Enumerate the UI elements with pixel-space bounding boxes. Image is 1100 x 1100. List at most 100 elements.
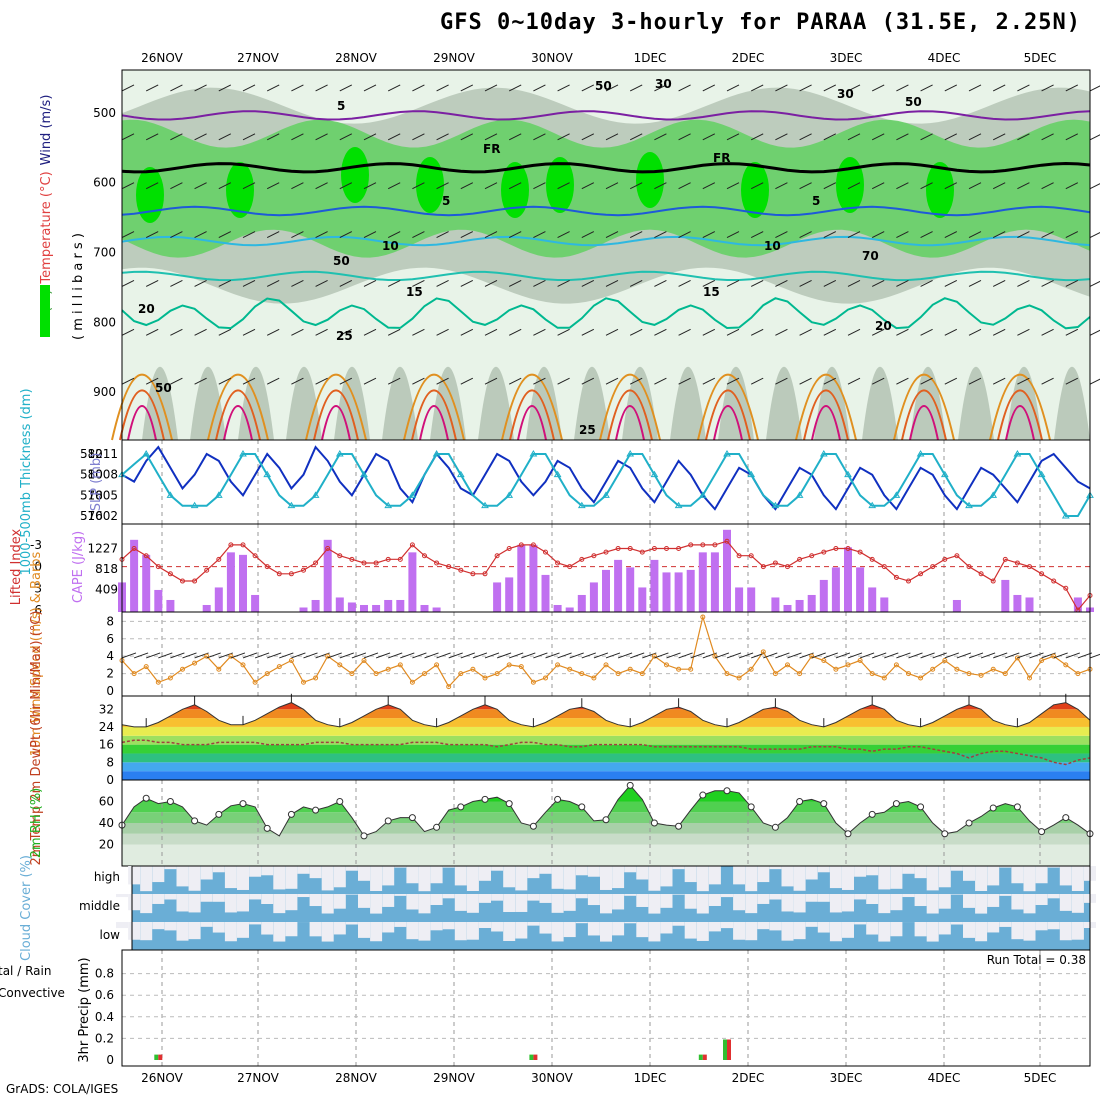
cloud-gap <box>1047 894 1060 899</box>
wind-barb <box>847 231 861 238</box>
precip-total-bar <box>529 1054 534 1060</box>
rh-marker <box>1038 828 1046 836</box>
contour-label: 50 <box>333 254 350 268</box>
wind-barb <box>508 182 522 190</box>
cloud-gap <box>636 866 649 880</box>
warm-isotherm-loop <box>811 405 841 441</box>
li-marker <box>651 545 657 551</box>
wind-barb <box>170 652 185 659</box>
wind-marker <box>809 653 815 659</box>
wind-marker <box>397 662 403 668</box>
cloud-gap <box>769 922 782 931</box>
thickness-marker <box>432 450 441 457</box>
wind-barb <box>1089 134 1100 141</box>
wind-barb <box>436 231 449 238</box>
wind-barb <box>1041 133 1054 141</box>
wind-barb <box>387 133 401 141</box>
wind-barb <box>508 231 522 238</box>
wind-barb <box>944 133 958 141</box>
wind-barb <box>533 182 546 190</box>
wind-barb <box>750 279 764 287</box>
li-marker <box>881 564 887 570</box>
cloud-gap <box>212 922 225 933</box>
wind-barb <box>387 328 401 336</box>
cloud-gap <box>696 922 709 941</box>
cloud-gap <box>926 866 939 891</box>
warm-isotherm-loop <box>223 405 253 441</box>
wind-barb <box>194 377 207 385</box>
wind-marker <box>651 653 657 659</box>
precip-frame <box>121 949 1091 1067</box>
cloud-gap <box>1011 922 1024 940</box>
li-marker <box>1002 556 1008 562</box>
wind-barb <box>968 328 982 336</box>
slp-tick-label: 1008 <box>87 468 118 482</box>
precip-tick-label: 0.8 <box>95 967 114 981</box>
wind-barb <box>242 279 256 287</box>
temp-color-band <box>122 753 1090 763</box>
wind-barb <box>484 377 498 385</box>
date-label-top: 29NOV <box>433 51 475 65</box>
wind-marker <box>167 675 173 681</box>
cape-bar <box>1025 597 1034 612</box>
cape-bar <box>614 559 623 612</box>
cape-bar <box>589 582 598 612</box>
cloud-gap <box>321 922 334 942</box>
wind-barb <box>835 652 851 659</box>
wind-barb <box>992 84 1006 92</box>
li-marker <box>361 560 367 566</box>
wind-marker <box>954 666 960 672</box>
cloud-gap <box>587 894 600 906</box>
temp-color-band <box>122 726 1090 736</box>
wind-barb <box>871 133 885 141</box>
cloud-gap <box>757 866 770 883</box>
cloud-gap <box>878 894 891 914</box>
wind-barb <box>678 279 691 287</box>
thickness-marker <box>287 501 296 509</box>
cloud-gap <box>466 866 479 892</box>
cloud-gap <box>866 922 879 935</box>
cloud-gap <box>370 866 383 892</box>
wind-barb <box>726 652 742 659</box>
wind-barb <box>992 182 1006 190</box>
wind-barb <box>339 133 353 141</box>
cloud-gap <box>430 922 443 931</box>
wind-barb <box>242 133 256 141</box>
li-marker <box>676 545 682 551</box>
cloud-gap <box>805 894 818 902</box>
wind-barb <box>242 231 256 238</box>
warm-isotherm-loop <box>901 389 947 441</box>
cloud-gap <box>454 866 467 886</box>
wind-barb <box>1041 652 1056 659</box>
wind-marker <box>325 653 331 659</box>
cloud-gap <box>285 894 298 911</box>
cloud-gap <box>890 866 903 889</box>
cape-bar <box>408 552 417 612</box>
cloud-gap <box>454 922 467 941</box>
li-marker <box>555 560 561 566</box>
wind-barb <box>170 279 183 287</box>
wind-barb <box>569 652 584 659</box>
cape-bar <box>795 599 804 612</box>
wind-barb <box>218 182 232 190</box>
cape-bar <box>602 569 610 612</box>
cloud-gap <box>999 922 1012 927</box>
rh-marker <box>239 800 247 808</box>
footer-credit: GrADS: COLA/IGES <box>6 1082 119 1096</box>
wind-barb <box>339 377 353 385</box>
warm-isotherm-loop <box>403 373 465 441</box>
li-marker <box>204 567 210 573</box>
wind-barb <box>557 231 570 238</box>
li-marker <box>494 553 500 559</box>
wind-marker <box>1027 675 1032 681</box>
cloud-gap <box>539 922 552 934</box>
wind-barb <box>1065 652 1080 659</box>
wind-marker <box>748 666 754 672</box>
wind-barb <box>702 231 716 238</box>
wind-marker <box>240 662 246 668</box>
wind-barb <box>182 652 197 659</box>
thickness-marker <box>553 470 562 478</box>
cloud-gap <box>430 866 443 884</box>
thickness-marker <box>650 470 659 478</box>
rh-marker <box>699 791 707 799</box>
